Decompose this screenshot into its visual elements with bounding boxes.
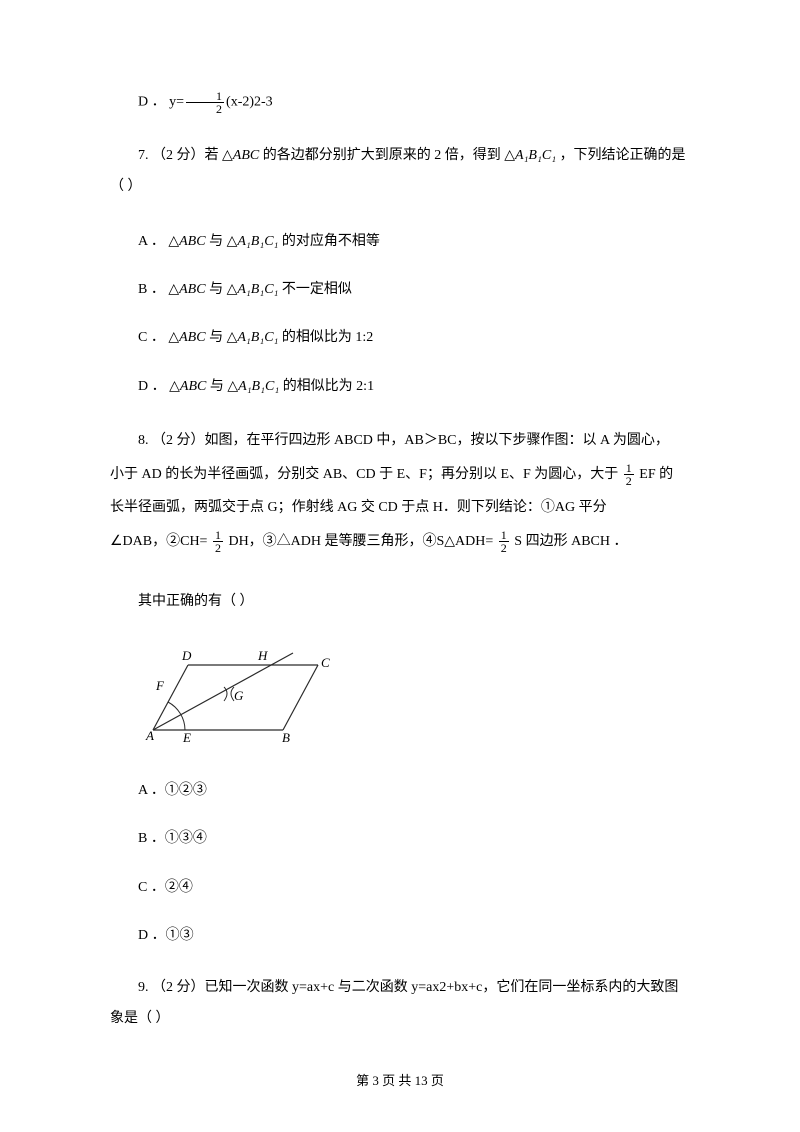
q7-option-b: B ． △ABC 与 △A₁B₁C₁ 不一定相似 [110, 279, 690, 301]
triangle-icon: △ [168, 234, 179, 249]
footer-total: 13 [415, 1073, 428, 1088]
triangle-icon: △ [227, 330, 238, 345]
fraction: 12 [186, 90, 224, 115]
option-label: D ． [138, 95, 166, 110]
label-d: D [181, 648, 192, 663]
q8-line4-post: S 四边形 ABCH ． [511, 534, 628, 549]
edge-cb [283, 665, 318, 730]
q7-option-a: A ． △ABC 与 △A₁B₁C₁ 的对应角不相等 [110, 231, 690, 253]
option-pre: y= [169, 95, 184, 110]
q8-line3: 长半径画弧，两弧交于点 G；作射线 AG 交 CD 于点 H．则下列结论：①AG… [110, 500, 607, 515]
q8-line1: 8. （2 分）如图，在平行四边形 ABCD 中，AB＞BC，按以下步骤作图：以… [110, 424, 669, 458]
q9-stem: 9. （2 分）已知一次函数 y=ax+c 与二次函数 y=ax2+bx+c，它… [110, 973, 690, 1035]
label-c: C [321, 655, 330, 670]
option-mid: 与 [206, 330, 227, 345]
triangle-icon: △ [168, 330, 179, 345]
triangle-icon: △ [227, 282, 238, 297]
a1b1c1-text: A₁B₁C₁ [237, 330, 278, 345]
triangle-icon: △ [504, 148, 515, 163]
parallelogram-diagram: A B C D E F G H [138, 645, 348, 745]
label-e: E [182, 730, 191, 745]
triangle-icon: △ [168, 282, 179, 297]
q8-option-a: A ．①②③ [110, 780, 690, 802]
option-mid: 与 [206, 282, 227, 297]
q8-line2-pre: 小于 AD 的长为半径画弧，分别交 AB、CD 于 E、F；再分别以 E、F 为… [110, 467, 622, 482]
page-footer: 第 3 页 共 13 页 [0, 1071, 800, 1092]
option-post: 不一定相似 [278, 282, 352, 297]
option-label: C ． [138, 330, 165, 345]
triangle-icon: △ [227, 379, 238, 394]
a1b1c1-text: A₁B₁C₁ [237, 234, 278, 249]
q7-option-d: D ． △ABC 与 △A₁B₁C₁ 的相似比为 2:1 [110, 376, 690, 398]
q8-option-c: C ．②④ [110, 877, 690, 899]
fraction: 12 [499, 529, 509, 554]
q8-line5: 其中正确的有（ ） [110, 587, 690, 618]
q7-stem-mid: 的各边都分别扩大到原来的 2 倍，得到 [259, 148, 504, 163]
q8-option-d: D ．①③ [110, 925, 690, 947]
arc-a [168, 702, 185, 730]
q8-diagram: A B C D E F G H [138, 645, 690, 753]
option-post: (x-2)2-3 [226, 95, 273, 110]
q6-option-d: D ． y=12(x-2)2-3 [110, 90, 690, 115]
a1b1c1-text: A₁B₁C₁ [515, 148, 556, 163]
option-label: D ． [138, 379, 166, 394]
option-label: A ． [138, 234, 165, 249]
abc-text: ABC [179, 282, 205, 297]
option-post: 的对应角不相等 [278, 234, 380, 249]
option-post: 的相似比为 2:1 [279, 379, 374, 394]
triangle-icon: △ [169, 379, 180, 394]
option-mid: 与 [206, 379, 227, 394]
q7-stem: 7. （2 分）若 △ABC 的各边都分别扩大到原来的 2 倍，得到 △A₁B₁… [110, 141, 690, 203]
footer-mid: 页 共 [379, 1073, 415, 1088]
q7-option-c: C ． △ABC 与 △A₁B₁C₁ 的相似比为 1:2 [110, 327, 690, 349]
q7-stem-pre: 7. （2 分）若 [138, 148, 222, 163]
triangle-icon: △ [222, 148, 233, 163]
option-mid: 与 [206, 234, 227, 249]
label-b: B [282, 730, 290, 745]
q8-option-b: B ．①③④ [110, 828, 690, 850]
option-label: B ． [138, 282, 165, 297]
q8-line4-pre: ∠DAB，②CH= [110, 534, 211, 549]
label-f: F [155, 678, 165, 693]
a1b1c1-text: A₁B₁C₁ [237, 282, 278, 297]
abc-text: ABC [179, 330, 205, 345]
abc-text: ABC [179, 234, 205, 249]
fraction: 12 [624, 462, 634, 487]
label-a: A [145, 728, 154, 743]
a1b1c1-text: A₁B₁C₁ [238, 379, 279, 394]
abc-text: ABC [180, 379, 206, 394]
q8-line2-post: EF 的 [636, 467, 673, 482]
q8-line4-mid: DH，③△ADH 是等腰三角形，④S△ADH= [225, 534, 497, 549]
abc-text: ABC [233, 148, 259, 163]
label-h: H [257, 648, 268, 663]
footer-post: 页 [428, 1073, 444, 1088]
fraction: 12 [213, 529, 223, 554]
option-post: 的相似比为 1:2 [278, 330, 373, 345]
footer-pre: 第 [356, 1073, 372, 1088]
q8-stem: 8. （2 分）如图，在平行四边形 ABCD 中，AB＞BC，按以下步骤作图：以… [110, 424, 690, 558]
label-g: G [234, 688, 244, 703]
triangle-icon: △ [227, 234, 238, 249]
